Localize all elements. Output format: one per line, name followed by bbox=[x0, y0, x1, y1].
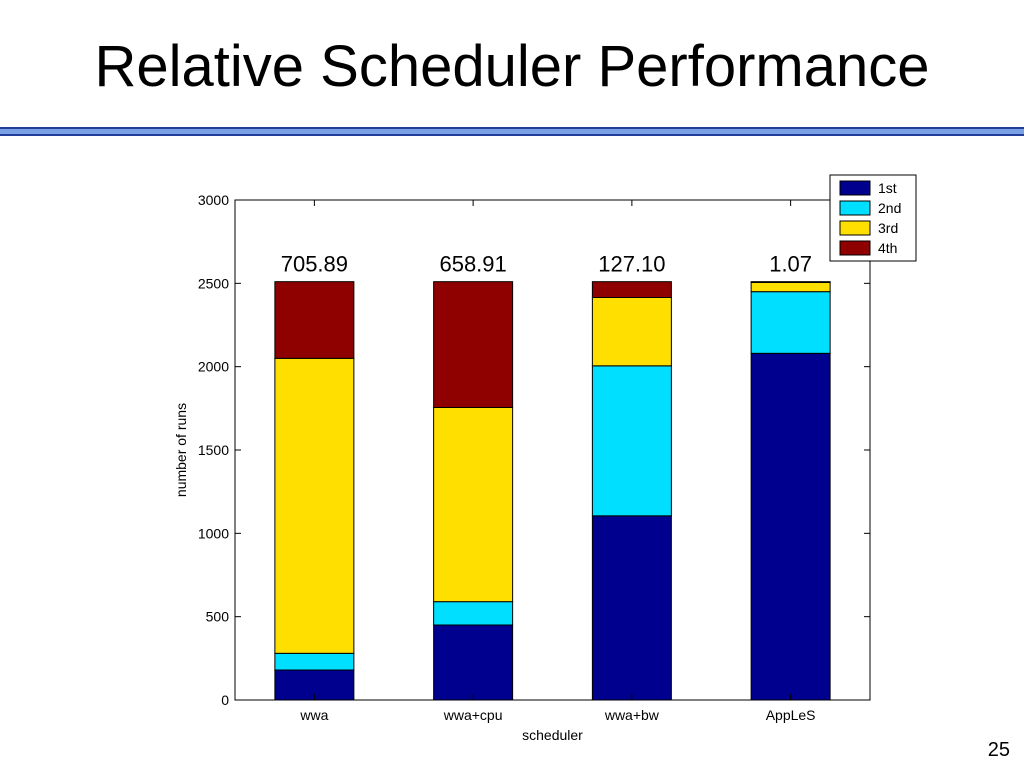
bar-segment-2nd-wwa bbox=[274, 652, 355, 671]
legend-label: 1st bbox=[878, 180, 897, 196]
x-tick-label: wwa+bw bbox=[604, 707, 660, 723]
bar-annotation: 705.89 bbox=[281, 252, 348, 277]
bar-segment-1st-wwa+cpu bbox=[433, 624, 514, 701]
bar-segment-3rd-AppLeS bbox=[750, 282, 831, 293]
legend: 1st 2nd 3rd 4th bbox=[829, 174, 917, 262]
y-tick-label: 2500 bbox=[198, 275, 229, 291]
labels-layer: 705.89 658.91 127.10 1.07 bbox=[281, 252, 812, 277]
x-tick-label: wwa bbox=[299, 707, 328, 723]
bar-segment-3rd-wwa bbox=[274, 357, 355, 654]
legend-label: 2nd bbox=[878, 200, 901, 216]
x-tick-label: AppLeS bbox=[766, 707, 816, 723]
bar-segment-3rd-wwa+bw bbox=[591, 297, 672, 367]
bar-annotation: 658.91 bbox=[439, 252, 506, 277]
legend-label: 3rd bbox=[878, 220, 898, 236]
axes-layer: wwa wwa+cpu wwa+bw AppLeS 0 500 1000 1500 2000 25… bbox=[173, 192, 870, 743]
bar-segment-4th-AppLeS bbox=[750, 281, 831, 283]
bar-segment-3rd-wwa+cpu bbox=[433, 407, 514, 603]
slide-number: 25 bbox=[987, 739, 1010, 761]
legend-swatch-4th bbox=[839, 240, 871, 256]
y-tick-label: 500 bbox=[206, 609, 230, 625]
title-divider bbox=[0, 127, 1024, 136]
bar-segment-4th-wwa+cpu bbox=[433, 281, 514, 408]
bar-segment-4th-wwa bbox=[274, 281, 355, 359]
y-tick-label: 3000 bbox=[198, 192, 229, 208]
y-tick-label: 2000 bbox=[198, 359, 229, 375]
y-tick-label: 1000 bbox=[198, 525, 229, 541]
bar-segment-2nd-wwa+cpu bbox=[433, 601, 514, 626]
bar-segment-1st-AppLeS bbox=[750, 352, 831, 701]
bar-annotation: 1.07 bbox=[769, 252, 812, 277]
legend-swatch-3rd bbox=[839, 220, 871, 236]
slide-title: Relative Scheduler Performance bbox=[94, 34, 930, 99]
bar-segment-4th-wwa+bw bbox=[591, 281, 672, 298]
bar-segment-2nd-AppLeS bbox=[750, 291, 831, 354]
bar-annotation: 127.10 bbox=[598, 252, 665, 277]
y-tick-label: 0 bbox=[221, 692, 229, 708]
x-tick-label: wwa+cpu bbox=[443, 707, 503, 723]
bar-segment-1st-wwa+bw bbox=[591, 515, 672, 701]
x-axis-title: scheduler bbox=[522, 727, 583, 743]
legend-swatch-2nd bbox=[839, 200, 871, 216]
bar-segment-2nd-wwa+bw bbox=[591, 365, 672, 517]
legend-label: 4th bbox=[878, 240, 897, 256]
bars-layer bbox=[274, 281, 831, 701]
legend-swatch-1st bbox=[839, 180, 871, 196]
y-axis-title: number of runs bbox=[173, 403, 189, 497]
y-tick-label: 1500 bbox=[198, 442, 229, 458]
